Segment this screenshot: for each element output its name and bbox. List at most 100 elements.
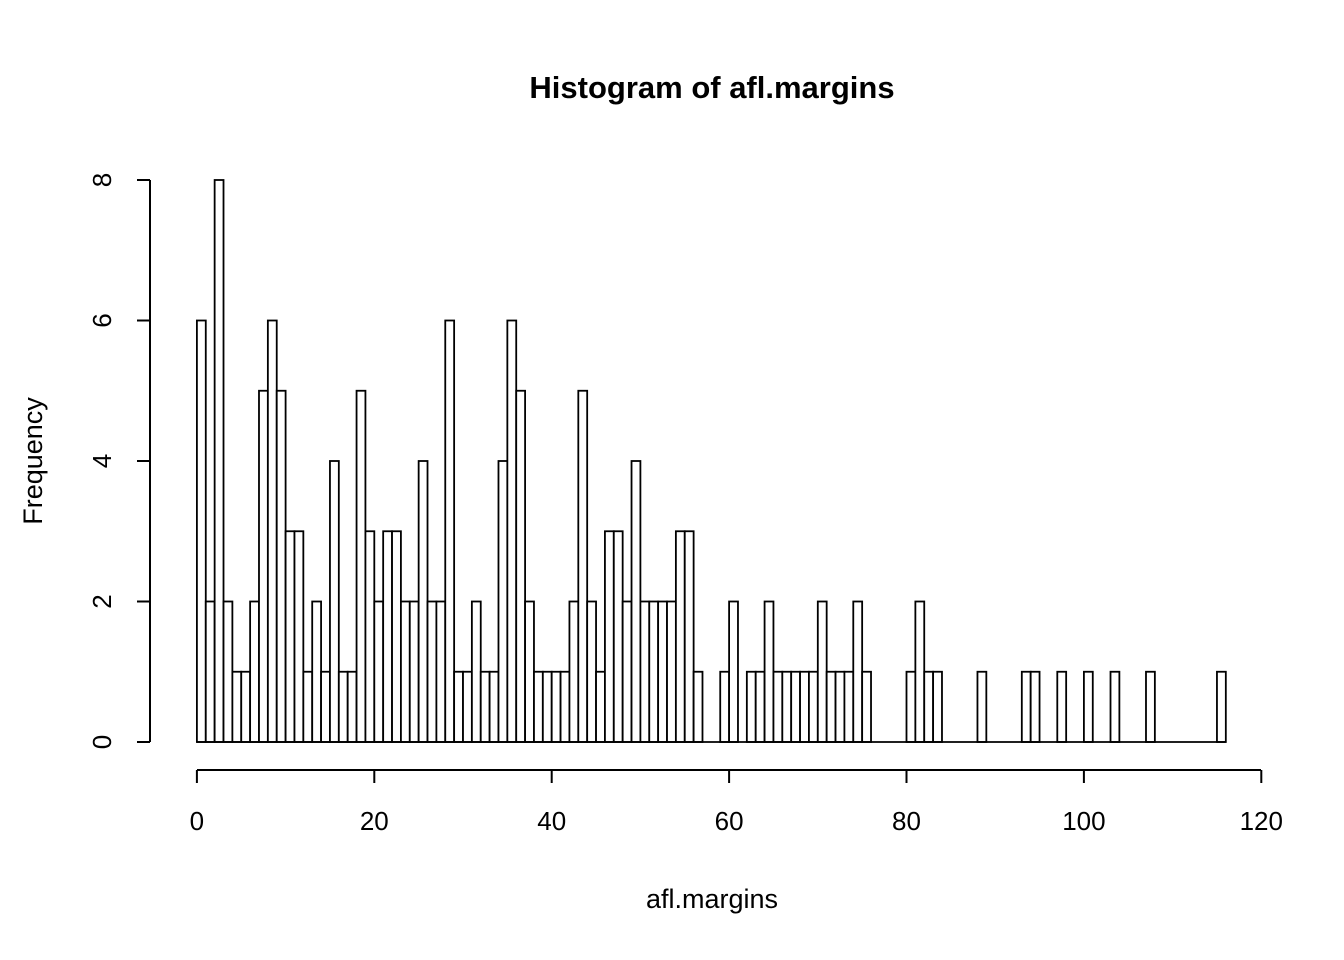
histogram-bar [683, 530, 695, 743]
histogram-bar [586, 600, 597, 743]
histogram-bar [435, 600, 447, 743]
histogram-bar [816, 600, 828, 743]
histogram-bar [364, 530, 376, 743]
histogram-bar [400, 600, 411, 743]
histogram-bar [612, 530, 624, 743]
histogram-bar [222, 600, 234, 743]
histogram-bar [240, 670, 252, 743]
histogram-bar [861, 670, 872, 743]
histogram-bar [763, 600, 775, 743]
x-tick-label: 60 [715, 806, 744, 836]
x-tick-label: 20 [360, 806, 389, 836]
histogram-bar [311, 600, 322, 743]
histogram-bar [408, 600, 420, 743]
x-tick-label: 100 [1062, 806, 1105, 836]
histogram-bar [550, 670, 562, 743]
histogram-bar [843, 670, 855, 743]
histogram-bar [444, 319, 456, 743]
histogram-bar [195, 319, 207, 743]
histogram-bar [976, 670, 988, 743]
x-tick-label: 120 [1240, 806, 1283, 836]
histogram-bar [293, 530, 305, 743]
histogram-bar [825, 670, 837, 743]
histogram-bar [231, 670, 243, 743]
histogram-bar [630, 460, 642, 743]
histogram-bar [320, 670, 331, 743]
histogram-bar [462, 670, 473, 743]
histogram-bar [249, 600, 260, 743]
histogram-bar [479, 670, 491, 743]
histogram-bar [346, 670, 358, 743]
histogram-bar [515, 389, 526, 743]
histogram-bar [754, 670, 766, 743]
y-tick-label: 0 [87, 735, 117, 749]
y-tick-label: 4 [87, 454, 117, 468]
histogram-bar [524, 600, 535, 743]
chart-title: Histogram of afl.margins [529, 70, 894, 105]
histogram-bar [1029, 670, 1041, 743]
histogram-bar [621, 600, 633, 743]
histogram-bar [1020, 670, 1032, 743]
histogram-bar [692, 670, 704, 743]
histogram-bar [426, 600, 438, 743]
histogram-bar [391, 530, 402, 743]
histogram-bar [453, 670, 464, 743]
histogram-bar [488, 670, 500, 743]
histogram-bar [470, 600, 482, 743]
y-tick-label: 6 [87, 313, 117, 327]
histogram-bar [648, 600, 660, 743]
histogram-bar [213, 179, 225, 743]
histogram-bar [595, 670, 606, 743]
histogram-bar [666, 600, 677, 743]
histogram-bars [195, 179, 1227, 743]
histogram-bar [382, 530, 393, 743]
y-axis-label: Frequency [18, 397, 48, 525]
histogram-bar [799, 670, 810, 743]
histogram-bar [497, 460, 509, 743]
histogram-bar [417, 460, 429, 743]
histogram-bar [719, 670, 730, 743]
histogram-bar [852, 600, 864, 743]
histogram-bar [1216, 670, 1227, 743]
x-tick-label: 40 [537, 806, 566, 836]
histogram-bar [329, 460, 340, 743]
histogram-bar [373, 600, 385, 743]
histogram-bar [604, 530, 615, 743]
histogram-bar [745, 670, 757, 743]
histogram-bar [559, 670, 571, 743]
histogram-bar [808, 670, 819, 743]
histogram-bar [541, 670, 553, 743]
histogram-bar [639, 600, 651, 743]
x-tick-label: 0 [190, 806, 204, 836]
y-tick-label: 2 [87, 594, 117, 608]
histogram-bar [302, 670, 314, 743]
histogram-bar [772, 670, 784, 743]
x-axis-label: afl.margins [646, 884, 778, 914]
histogram-bar [834, 670, 846, 743]
histogram-bar [568, 600, 580, 743]
histogram-bar [1056, 670, 1068, 743]
histogram-bar [337, 670, 349, 743]
histogram-bar [923, 670, 935, 743]
histogram-bar [1083, 670, 1094, 743]
histogram-bar [258, 389, 269, 743]
histogram-bar [674, 530, 686, 743]
histogram-bar [914, 600, 926, 743]
histogram-bar [506, 319, 518, 743]
histogram-bar [790, 670, 801, 743]
histogram-bar [932, 670, 943, 743]
histogram-bar [905, 670, 917, 743]
y-axis-ticks: 0 2 4 6 8 [87, 173, 150, 749]
histogram-bar [657, 600, 668, 743]
histogram-bar [355, 389, 367, 743]
histogram-bar [533, 670, 544, 743]
x-tick-label: 80 [892, 806, 921, 836]
histogram-bar [577, 389, 589, 743]
histogram-bar [1109, 670, 1121, 743]
histogram-bar [204, 600, 216, 743]
histogram-bar [266, 319, 278, 743]
y-tick-label: 8 [87, 173, 117, 187]
histogram-bar [275, 389, 287, 743]
